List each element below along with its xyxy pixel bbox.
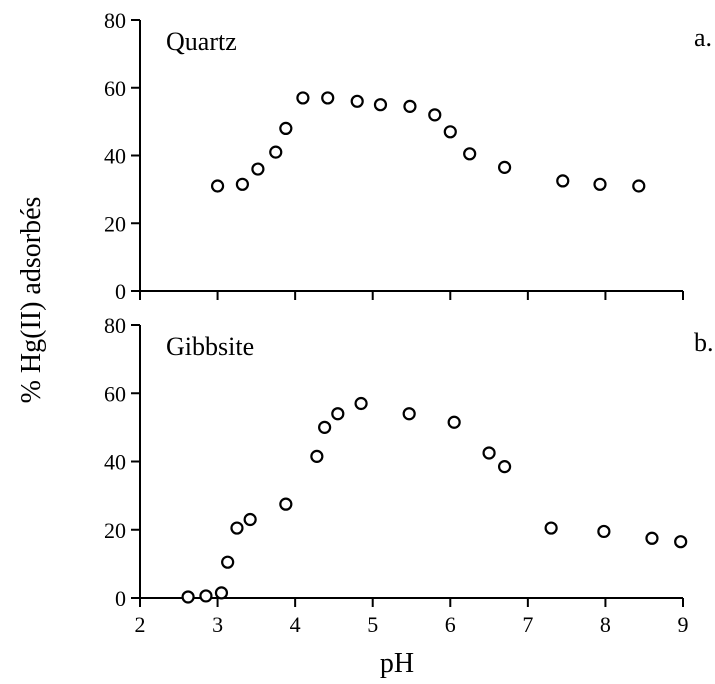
y-tick-label: 20 xyxy=(104,518,126,543)
data-point xyxy=(221,555,235,569)
y-axis-title: % Hg(II) adsorbés xyxy=(16,197,47,404)
data-point xyxy=(482,446,496,460)
data-point xyxy=(310,449,324,463)
x-tick-label: 5 xyxy=(367,612,378,637)
y-tick-label: 80 xyxy=(104,8,126,33)
data-point xyxy=(279,497,293,511)
chart-panels: 0 20 40 60 80 Quartz a. 0 20 40 60 80 2 3 4 5 6 7 8 9 Gibbsi… xyxy=(104,8,714,637)
data-point xyxy=(230,521,244,535)
data-point xyxy=(443,125,457,139)
panel-label: Gibbsite xyxy=(166,332,254,361)
panel-axes xyxy=(139,325,683,599)
data-point xyxy=(447,415,461,429)
data-point xyxy=(556,174,570,188)
x-tick-label: 7 xyxy=(522,612,533,637)
panel-gibbsite: 0 20 40 60 80 2 3 4 5 6 7 8 9 Gibbsite b. xyxy=(104,313,714,637)
y-tick-label: 60 xyxy=(104,76,126,101)
data-point xyxy=(403,99,417,113)
x-tick-label: 8 xyxy=(600,612,611,637)
data-point xyxy=(350,94,364,108)
data-point xyxy=(497,460,512,474)
data-point xyxy=(235,177,249,191)
data-point xyxy=(296,91,310,105)
y-tick-label: 40 xyxy=(104,450,126,475)
x-tick-label: 4 xyxy=(290,612,301,637)
data-point xyxy=(544,521,558,535)
data-point xyxy=(318,420,332,434)
y-tick-label: 20 xyxy=(104,211,126,236)
data-point xyxy=(251,162,265,176)
panel-label: Quartz xyxy=(166,27,237,56)
data-point xyxy=(279,121,293,135)
data-point xyxy=(463,147,477,161)
y-tick-label: 80 xyxy=(104,313,126,338)
data-point xyxy=(354,396,368,411)
data-point xyxy=(428,108,442,122)
y-tick-label: 60 xyxy=(104,381,126,406)
data-point xyxy=(181,590,195,604)
data-point xyxy=(331,407,345,421)
y-tick-label: 0 xyxy=(115,586,126,611)
data-point xyxy=(645,531,659,545)
data-point xyxy=(497,160,512,174)
data-point xyxy=(269,145,283,159)
y-tick-label: 0 xyxy=(115,279,126,304)
data-point xyxy=(674,535,688,549)
y-tick-label: 40 xyxy=(104,144,126,169)
data-point xyxy=(243,512,257,527)
data-point xyxy=(593,177,607,191)
panel-axes xyxy=(139,20,683,292)
x-tick-label: 3 xyxy=(212,612,223,637)
data-point xyxy=(373,98,388,112)
x-tick-label: 9 xyxy=(678,612,689,637)
panel-corner-label: a. xyxy=(694,23,712,52)
data-point xyxy=(321,91,335,105)
data-point xyxy=(199,589,213,603)
panel-quartz: 0 20 40 60 80 Quartz a. xyxy=(104,8,712,304)
x-tick-label: 6 xyxy=(445,612,456,637)
data-point xyxy=(210,179,225,193)
x-axis-title: pH xyxy=(380,648,414,679)
data-point xyxy=(402,407,416,421)
panel-corner-label: b. xyxy=(694,328,714,357)
data-point xyxy=(632,179,646,193)
data-point xyxy=(214,586,229,600)
data-point xyxy=(597,524,611,539)
x-tick-label: 2 xyxy=(135,612,146,637)
